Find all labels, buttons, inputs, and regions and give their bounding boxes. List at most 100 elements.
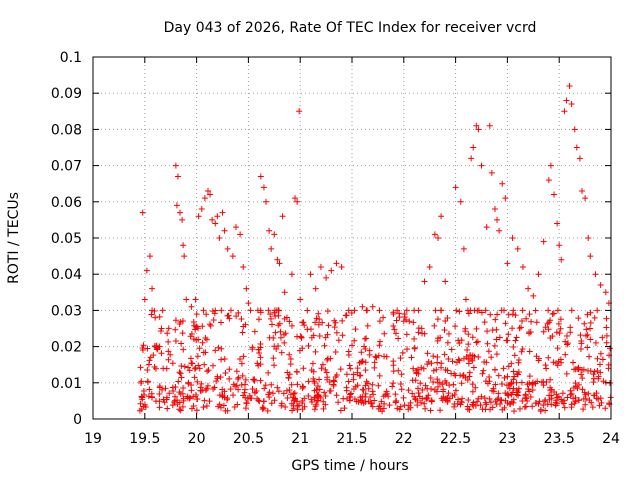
data-point (460, 355, 467, 362)
data-point (337, 407, 344, 414)
data-point (327, 355, 334, 362)
data-point (320, 405, 327, 412)
data-point (368, 400, 375, 407)
data-point (591, 314, 598, 321)
data-point (164, 330, 171, 337)
data-point (510, 368, 517, 375)
data-point (462, 296, 469, 303)
data-point (600, 378, 607, 385)
data-point (369, 303, 376, 310)
data-point (380, 314, 387, 321)
data-point (473, 122, 480, 129)
data-point (603, 332, 610, 339)
data-point (263, 198, 270, 205)
data-point (296, 402, 303, 409)
data-point (190, 393, 197, 400)
data-point (348, 310, 355, 317)
data-point (297, 296, 304, 303)
data-point (328, 267, 335, 274)
data-point (485, 348, 492, 355)
data-point (216, 235, 223, 241)
data-point (458, 380, 465, 387)
data-point (193, 407, 200, 414)
data-point (509, 235, 516, 241)
data-point (547, 162, 554, 169)
data-point (163, 365, 170, 372)
data-point (317, 263, 324, 270)
data-point (547, 376, 554, 383)
data-point (568, 101, 575, 108)
data-point (597, 350, 604, 357)
data-point (579, 366, 586, 373)
data-point (286, 387, 293, 394)
data-point (445, 330, 452, 337)
data-point (434, 337, 441, 344)
data-point (175, 378, 182, 385)
data-point (376, 318, 383, 325)
data-point (272, 329, 279, 336)
data-point (218, 319, 225, 326)
data-point (397, 355, 404, 362)
data-point (464, 347, 471, 354)
data-point (233, 382, 240, 389)
data-point (390, 368, 397, 375)
data-point (158, 325, 165, 332)
data-point (214, 373, 221, 380)
data-point (144, 378, 151, 385)
data-point (492, 316, 499, 323)
data-point (513, 379, 520, 386)
data-point (257, 354, 264, 361)
y-tick-label: 0.06 (51, 195, 82, 211)
data-point (331, 324, 338, 331)
data-point (465, 331, 472, 338)
data-point (221, 227, 228, 234)
data-point (434, 383, 441, 390)
chart-title: Day 043 of 2026, Rate Of TEC Index for r… (164, 20, 537, 36)
data-point (264, 407, 271, 414)
data-point (487, 311, 494, 318)
data-point (422, 405, 429, 412)
data-point (358, 359, 365, 366)
data-point (203, 402, 210, 409)
data-point (180, 397, 187, 404)
data-point (448, 370, 455, 377)
data-point (161, 399, 168, 406)
data-point (283, 387, 290, 394)
data-point (277, 328, 284, 335)
data-point (267, 311, 274, 318)
data-point (419, 386, 426, 393)
data-point (561, 108, 568, 115)
data-point (350, 385, 357, 392)
data-point (293, 368, 300, 375)
data-point (410, 319, 417, 326)
data-point (315, 397, 322, 404)
data-point (491, 366, 498, 373)
data-point (249, 344, 256, 351)
data-point (418, 325, 425, 332)
data-point (590, 371, 597, 378)
data-point (241, 389, 248, 396)
data-point (364, 322, 371, 329)
data-point (567, 329, 574, 336)
data-point (237, 231, 244, 238)
y-tick-label: 0.07 (51, 159, 82, 175)
data-point (260, 405, 267, 412)
data-point (474, 338, 481, 345)
data-point (482, 399, 489, 406)
data-point (598, 399, 605, 406)
data-point (198, 206, 205, 213)
data-point (311, 380, 318, 387)
data-point (139, 209, 146, 216)
data-point (519, 307, 526, 314)
data-point (283, 314, 290, 321)
data-point (376, 403, 383, 409)
data-point (571, 366, 578, 373)
data-point (376, 338, 383, 345)
data-point (207, 191, 214, 198)
data-point (239, 372, 246, 379)
data-point (446, 395, 453, 402)
data-point (282, 330, 289, 337)
data-point (430, 367, 437, 374)
data-point (445, 390, 452, 397)
